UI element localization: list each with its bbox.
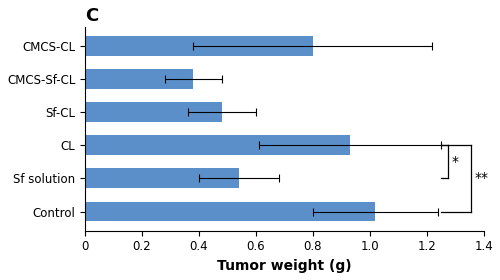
Bar: [85, 102, 222, 122]
X-axis label: Tumor weight (g): Tumor weight (g): [217, 259, 352, 273]
Bar: [85, 202, 376, 221]
Text: C: C: [85, 7, 98, 25]
Bar: [85, 135, 350, 155]
Text: *: *: [452, 155, 458, 169]
Bar: [85, 36, 313, 56]
Text: **: **: [474, 171, 488, 185]
Bar: [85, 169, 239, 188]
Bar: [85, 69, 193, 89]
